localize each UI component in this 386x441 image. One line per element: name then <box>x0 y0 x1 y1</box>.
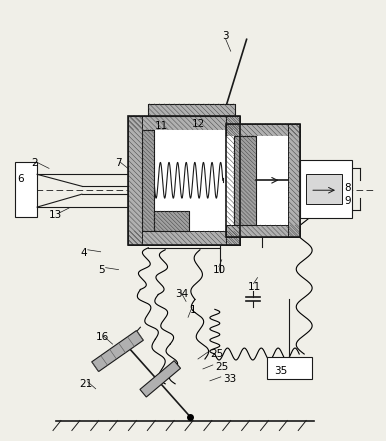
Bar <box>234 136 256 225</box>
Text: 25: 25 <box>215 362 228 372</box>
Bar <box>142 130 154 231</box>
Bar <box>226 225 300 237</box>
Text: 35: 35 <box>274 366 288 376</box>
Text: 33: 33 <box>223 374 236 384</box>
Polygon shape <box>92 330 143 372</box>
Bar <box>129 231 240 245</box>
Text: 11: 11 <box>155 121 169 131</box>
Text: 10: 10 <box>213 265 226 275</box>
Bar <box>306 174 342 204</box>
Text: 2: 2 <box>31 158 38 168</box>
Text: 9: 9 <box>344 196 350 206</box>
Bar <box>267 357 312 379</box>
Text: 1: 1 <box>190 305 196 315</box>
Bar <box>15 162 37 217</box>
Text: 11: 11 <box>247 281 261 292</box>
Text: 25: 25 <box>210 349 223 359</box>
Bar <box>226 116 240 245</box>
Bar <box>148 104 235 116</box>
Text: 34: 34 <box>175 289 188 299</box>
Bar <box>142 130 226 231</box>
Bar <box>129 116 240 245</box>
Bar <box>154 211 189 231</box>
Bar <box>226 136 288 225</box>
Text: 12: 12 <box>192 119 205 129</box>
Text: 7: 7 <box>115 158 122 168</box>
Bar <box>129 116 142 245</box>
Bar <box>288 124 300 237</box>
Text: 21: 21 <box>79 379 92 389</box>
Bar <box>142 130 154 231</box>
Polygon shape <box>140 361 181 397</box>
Bar <box>300 161 352 218</box>
Text: 16: 16 <box>96 332 109 342</box>
Bar <box>226 124 300 136</box>
Bar <box>148 104 235 116</box>
Text: 8: 8 <box>344 183 350 193</box>
Text: 13: 13 <box>49 210 62 220</box>
Text: 5: 5 <box>99 265 105 275</box>
Bar <box>226 124 300 237</box>
Bar <box>234 136 256 225</box>
Text: 3: 3 <box>222 31 229 41</box>
Bar <box>154 211 189 231</box>
Text: 4: 4 <box>81 248 88 258</box>
Text: 6: 6 <box>17 174 24 184</box>
Bar <box>129 116 240 130</box>
